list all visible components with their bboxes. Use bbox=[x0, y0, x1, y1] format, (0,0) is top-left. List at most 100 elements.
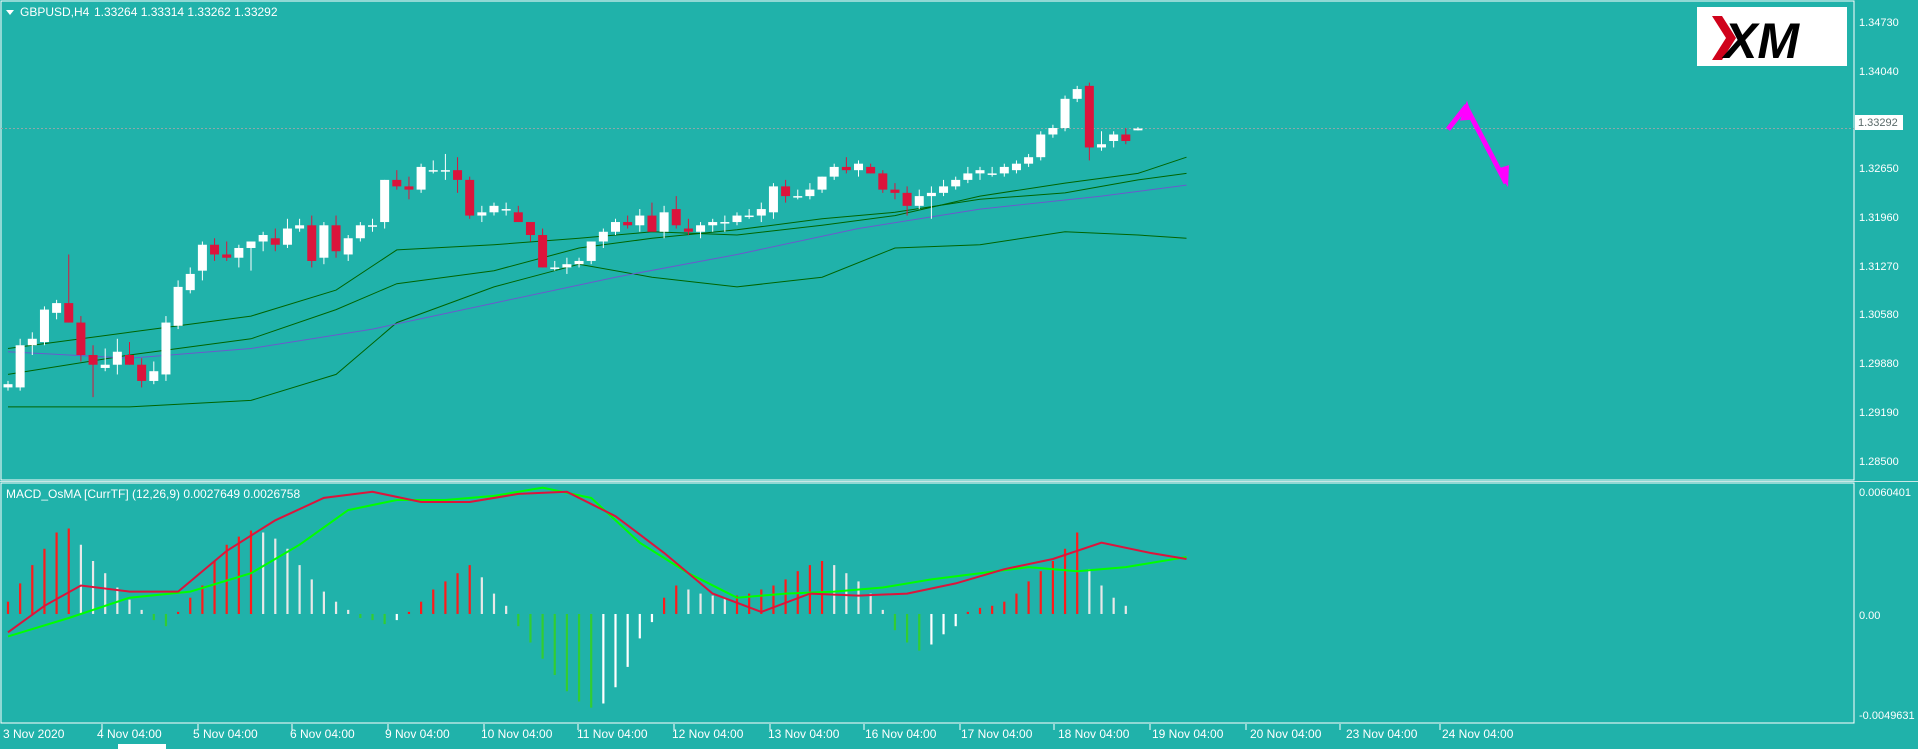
candlestick bbox=[732, 212, 742, 226]
candle-body bbox=[27, 338, 37, 346]
candle-body bbox=[1036, 134, 1046, 158]
xm-logo: XM bbox=[1697, 7, 1847, 69]
candlestick bbox=[1060, 95, 1070, 132]
candlestick bbox=[428, 160, 438, 174]
candlestick bbox=[319, 222, 329, 265]
candle-body bbox=[1024, 157, 1034, 164]
candle-body bbox=[404, 186, 414, 190]
candle-body bbox=[1084, 85, 1094, 148]
candlestick bbox=[987, 166, 997, 177]
candlestick bbox=[1109, 131, 1119, 148]
price-tick-label: 1.30580 bbox=[1859, 309, 1899, 321]
candlestick bbox=[307, 215, 317, 268]
candlestick bbox=[331, 215, 341, 258]
candlestick bbox=[295, 218, 305, 232]
candlestick bbox=[52, 299, 62, 320]
candlestick bbox=[647, 202, 657, 232]
candlestick bbox=[197, 241, 207, 281]
candle-body bbox=[720, 222, 730, 224]
time-tick-label: 18 Nov 04:00 bbox=[1058, 727, 1130, 741]
candle-body bbox=[671, 209, 681, 226]
time-tick-label: 4 Nov 04:00 bbox=[97, 727, 162, 741]
candlestick bbox=[805, 183, 815, 200]
candle-body bbox=[975, 170, 985, 174]
candlestick bbox=[1133, 127, 1143, 131]
candlestick bbox=[477, 205, 487, 223]
candle-body bbox=[683, 228, 693, 232]
candle-body bbox=[805, 189, 815, 197]
candle-body bbox=[307, 225, 317, 261]
candlestick bbox=[999, 163, 1009, 177]
candlestick bbox=[453, 157, 463, 193]
candle-body bbox=[659, 212, 669, 232]
symbol-label: GBPUSD,H4 bbox=[20, 5, 90, 19]
candle-body bbox=[477, 212, 487, 216]
candle-body bbox=[295, 225, 305, 229]
candle-body bbox=[355, 225, 365, 239]
candlestick bbox=[671, 196, 681, 229]
candle-body bbox=[939, 186, 949, 193]
candle-body bbox=[52, 303, 62, 313]
price-panel-border bbox=[0, 0, 1855, 481]
bollinger-lower-line bbox=[8, 231, 1187, 408]
candle-body bbox=[416, 166, 426, 190]
candle-body bbox=[149, 371, 159, 381]
candle-body bbox=[1048, 128, 1058, 135]
candlestick bbox=[343, 235, 353, 261]
moving-average-line bbox=[7, 184, 1187, 359]
candlestick bbox=[854, 160, 863, 177]
candlestick bbox=[173, 280, 183, 330]
candlestick bbox=[392, 170, 402, 190]
price-plot-area[interactable] bbox=[3, 82, 1510, 408]
ohlc-label: 1.33264 1.33314 1.33262 1.33292 bbox=[94, 5, 278, 19]
candle-body bbox=[550, 267, 560, 269]
time-tick-label: 10 Nov 04:00 bbox=[481, 727, 553, 741]
candle-body bbox=[1072, 89, 1082, 99]
candlestick bbox=[125, 342, 134, 365]
candle-body bbox=[841, 166, 851, 171]
candle-body bbox=[161, 322, 171, 375]
candle-body bbox=[866, 166, 876, 174]
candle-body bbox=[635, 215, 645, 226]
candlestick bbox=[513, 205, 523, 223]
symbol-dropdown-triangle-icon[interactable] bbox=[6, 10, 14, 15]
current-price-value: 1.33292 bbox=[1858, 117, 1898, 129]
candlestick bbox=[586, 241, 596, 265]
signal-line bbox=[7, 486, 1187, 638]
time-tick-label: 6 Nov 04:00 bbox=[290, 727, 355, 741]
candle-body bbox=[343, 238, 353, 255]
candlestick bbox=[744, 209, 754, 219]
time-tick-label: 19 Nov 04:00 bbox=[1152, 727, 1224, 741]
candle-body bbox=[428, 170, 438, 172]
candle-body bbox=[173, 286, 183, 326]
macd-plot-area[interactable] bbox=[6, 486, 1187, 708]
candlestick bbox=[525, 222, 535, 242]
candlestick bbox=[708, 218, 718, 232]
time-tick-label: 11 Nov 04:00 bbox=[577, 727, 648, 741]
bollinger-middle-line bbox=[7, 172, 1187, 375]
candlestick bbox=[683, 218, 693, 236]
price-tick-label: 1.34730 bbox=[1859, 17, 1899, 29]
candlestick bbox=[550, 260, 560, 271]
bollinger-upper-line bbox=[7, 156, 1187, 349]
scroll-marker[interactable] bbox=[118, 744, 166, 749]
candlestick bbox=[902, 186, 912, 216]
candle-body bbox=[574, 260, 584, 265]
candlestick bbox=[926, 186, 936, 219]
time-tick-label: 17 Nov 04:00 bbox=[961, 727, 1033, 741]
candle-body bbox=[392, 179, 402, 187]
candle-body bbox=[781, 186, 791, 197]
candle-body bbox=[987, 173, 997, 175]
candlestick bbox=[866, 163, 876, 174]
candle-body bbox=[1011, 163, 1021, 171]
candle-body bbox=[1109, 134, 1119, 141]
candle-body bbox=[222, 254, 232, 258]
candle-body bbox=[489, 205, 499, 213]
candle-body bbox=[793, 196, 803, 198]
candle-body bbox=[440, 170, 450, 172]
candle-body bbox=[64, 303, 74, 323]
candlestick bbox=[210, 238, 220, 261]
candle-body bbox=[525, 222, 535, 236]
candle-body bbox=[623, 222, 633, 226]
